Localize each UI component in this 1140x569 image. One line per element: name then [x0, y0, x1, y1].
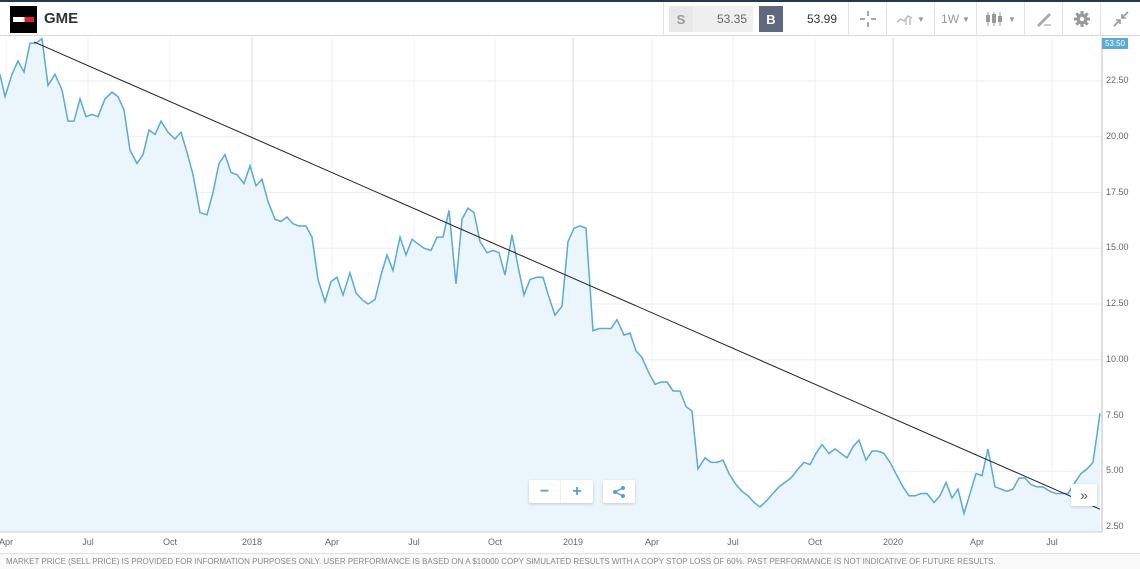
x-tick-label: Apr [0, 537, 14, 547]
last-price-badge: 53.50 [1102, 38, 1128, 49]
price-area [0, 38, 1100, 532]
chart-toolbar: GME S 53.35 B 53.99 ▼ 1W ▼ ▼ [0, 0, 1140, 36]
x-tick-label: Jul [1046, 537, 1058, 547]
candle-type-button[interactable]: ▼ [976, 2, 1024, 36]
chart-type-button[interactable]: ▼ [886, 2, 934, 36]
price-chart[interactable] [0, 37, 1140, 552]
x-tick-label: Jul [82, 537, 94, 547]
share-icon [613, 485, 625, 498]
crosshair-button[interactable] [848, 2, 886, 36]
draw-button[interactable] [1024, 2, 1062, 36]
price-line [0, 37, 1101, 517]
y-tick-label: 5.00 [1106, 465, 1124, 476]
collapse-icon [1112, 11, 1129, 27]
settings-button[interactable] [1062, 2, 1100, 36]
zoom-controls: − + [529, 480, 635, 503]
y-tick-label: 7.50 [1106, 409, 1124, 420]
x-tick-label: Jul [727, 537, 739, 547]
sell-price: 53.35 [693, 6, 753, 32]
x-tick-label: Oct [162, 537, 178, 547]
draw-icon [1036, 13, 1051, 27]
crosshair-icon [859, 11, 876, 27]
chevron-down-icon: ▼ [962, 14, 970, 24]
buy-price: 53.99 [783, 6, 843, 32]
trendline[interactable] [33, 41, 1101, 510]
candlestick-icon [986, 12, 1003, 26]
interval-dropdown[interactable]: 1W ▼ [934, 2, 976, 36]
interval-label: 1W [941, 12, 960, 26]
scroll-to-latest-button[interactable]: » [1071, 484, 1097, 506]
price-box: S 53.35 B 53.99 [663, 2, 848, 36]
sell-button[interactable]: S [669, 6, 693, 32]
gear-icon [1073, 11, 1090, 27]
y-tick-label: 2.50 [1106, 521, 1124, 531]
y-tick-label: 10.00 [1106, 353, 1129, 364]
y-tick-label: 17.50 [1106, 186, 1129, 197]
share-button[interactable] [603, 480, 635, 503]
zoom-group: − + [529, 480, 593, 503]
y-tick-label: 20.00 [1106, 130, 1129, 141]
share-group [603, 480, 635, 503]
symbol-title: GME [44, 10, 79, 27]
collapse-button[interactable] [1100, 2, 1140, 36]
x-tick-label: Oct [487, 537, 503, 547]
chart-type-icon [896, 15, 913, 25]
zoom-in-button[interactable]: + [572, 482, 582, 500]
x-tick-label: Oct [807, 537, 823, 547]
x-tick-label: 2018 [241, 537, 263, 547]
buy-button[interactable]: B [759, 6, 783, 32]
x-tick-label: 2019 [562, 537, 584, 547]
x-tick-label: 2020 [882, 537, 904, 547]
y-tick-label: 22.50 [1106, 75, 1129, 85]
chevron-down-icon: ▼ [1008, 14, 1016, 24]
y-tick-label: 15.00 [1106, 242, 1129, 253]
gamestop-logo [10, 6, 37, 33]
chevron-down-icon: ▼ [917, 14, 925, 24]
toolbar-tools: S 53.35 B 53.99 ▼ 1W ▼ ▼ [663, 2, 1140, 36]
x-tick-label: Apr [644, 537, 660, 547]
x-tick-label: Apr [324, 537, 340, 547]
disclaimer: MARKET PRICE (SELL PRICE) IS PROVIDED FO… [0, 553, 1140, 569]
y-tick-label: 12.50 [1106, 298, 1129, 308]
zoom-out-button[interactable]: − [529, 480, 561, 503]
x-tick-label: Jul [408, 537, 420, 547]
x-tick-label: Apr [969, 537, 985, 547]
